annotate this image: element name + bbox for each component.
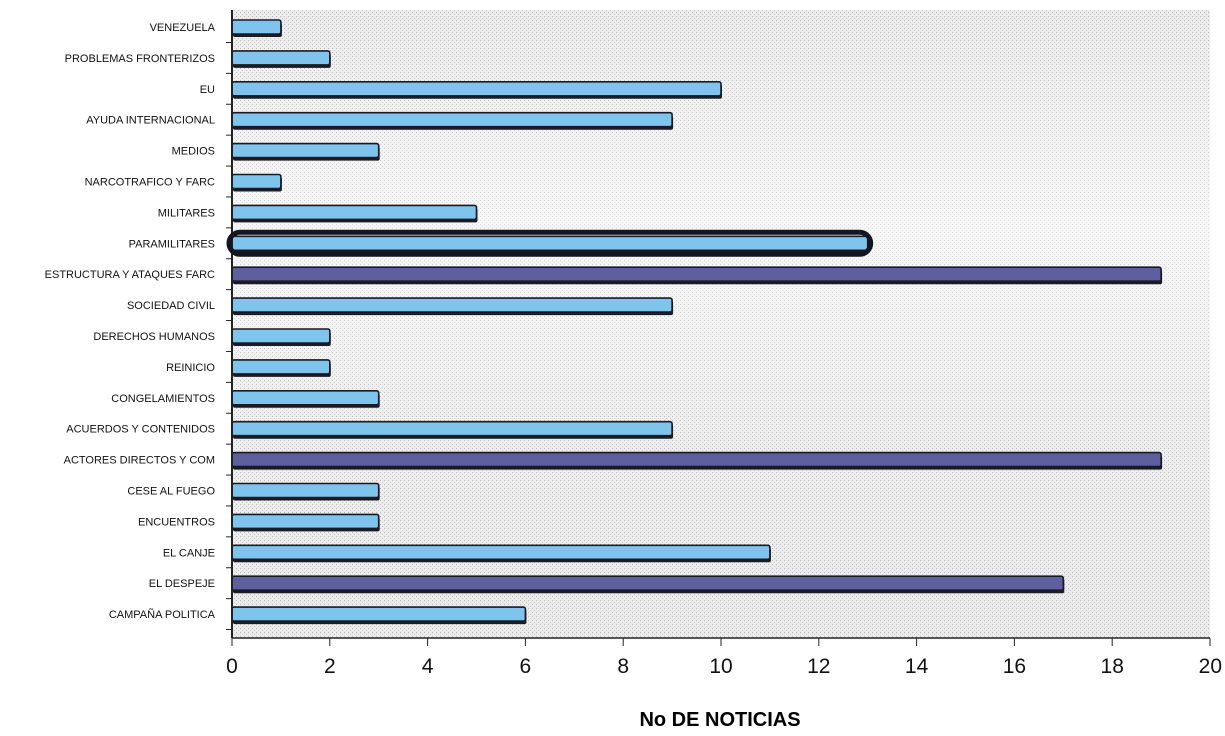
bar-el-despeje xyxy=(231,575,1065,592)
category-label: EL CANJE xyxy=(163,547,215,559)
category-label: ENCUENTROS xyxy=(138,516,215,528)
x-tick-label: 18 xyxy=(1101,655,1124,678)
bar-congelamientos xyxy=(231,389,380,406)
x-tick-label: 20 xyxy=(1199,655,1222,678)
category-label: NARCOTRAFICO Y FARC xyxy=(85,177,215,189)
category-label: EU xyxy=(200,84,215,96)
category-label: DERECHOS HUMANOS xyxy=(93,331,215,343)
x-tick-label: 4 xyxy=(422,655,434,678)
plot-background-fade xyxy=(232,10,1210,638)
category-label: MILITARES xyxy=(158,207,215,219)
category-label: REINICIO xyxy=(166,362,215,374)
bar-ayuda-internacional xyxy=(231,111,673,128)
x-axis-title: No DE NOTICIAS xyxy=(639,709,800,731)
x-tick-label: 12 xyxy=(807,655,830,678)
category-label: PROBLEMAS FRONTERIZOS xyxy=(65,53,215,65)
category-label: CESE AL FUEGO xyxy=(127,486,215,498)
highlight-outline xyxy=(226,229,874,257)
bar-militares xyxy=(231,204,478,221)
bar-cese-al-fuego xyxy=(231,482,380,499)
bar-estructura-y-ataques-farc xyxy=(231,266,1162,283)
x-tick-label: 10 xyxy=(709,655,732,678)
category-label: MEDIOS xyxy=(172,146,215,158)
x-axis: 0 2 4 6 8 10 12 14 16 18 20 xyxy=(226,10,1222,678)
x-tick-label: 14 xyxy=(905,655,929,678)
bar-medios xyxy=(231,142,380,159)
x-tick-label: 0 xyxy=(226,655,238,678)
bar-encuentros xyxy=(231,513,380,530)
x-tick-label: 16 xyxy=(1003,655,1026,678)
category-label: ACUERDOS Y CONTENIDOS xyxy=(66,424,215,436)
category-label: CONGELAMIENTOS xyxy=(111,393,215,405)
category-label: SOCIEDAD CIVIL xyxy=(127,300,215,312)
highlight-group xyxy=(226,229,874,257)
x-tick-label: 8 xyxy=(617,655,629,678)
bar-paramilitares xyxy=(231,235,869,252)
category-label: PARAMILITARES xyxy=(129,238,215,250)
category-label: AYUDA INTERNACIONAL xyxy=(86,115,215,127)
x-tick-label: 2 xyxy=(324,655,336,678)
bars-group xyxy=(231,19,1163,625)
category-label: CAMPAÑA POLITICA xyxy=(109,608,216,621)
bar-acuerdos-y-contenidos xyxy=(231,420,673,437)
bar-derechos-humanos xyxy=(231,328,331,344)
category-labels: VENEZUELA PROBLEMAS FRONTERIZOS EU AYUDA IN… xyxy=(45,22,216,621)
bar-actores-directos-y-com xyxy=(231,451,1162,468)
bar-venezuela xyxy=(231,19,282,35)
bar-sociedad-civil xyxy=(231,297,673,313)
x-tick-label: 6 xyxy=(520,655,532,678)
bar-problemas-fronterizos xyxy=(231,50,331,66)
bar-campaña-politica xyxy=(231,606,527,622)
bar-reinicio xyxy=(231,359,331,375)
bar-eu xyxy=(231,81,722,97)
category-label: VENEZUELA xyxy=(150,22,216,34)
category-label: ESTRUCTURA Y ATAQUES FARC xyxy=(45,269,215,281)
category-label: ACTORES DIRECTOS Y COM xyxy=(64,455,215,467)
category-label: EL DESPEJE xyxy=(149,578,215,590)
bar-narcotrafico-y-farc xyxy=(231,173,282,190)
bar-el-canje xyxy=(231,544,771,561)
